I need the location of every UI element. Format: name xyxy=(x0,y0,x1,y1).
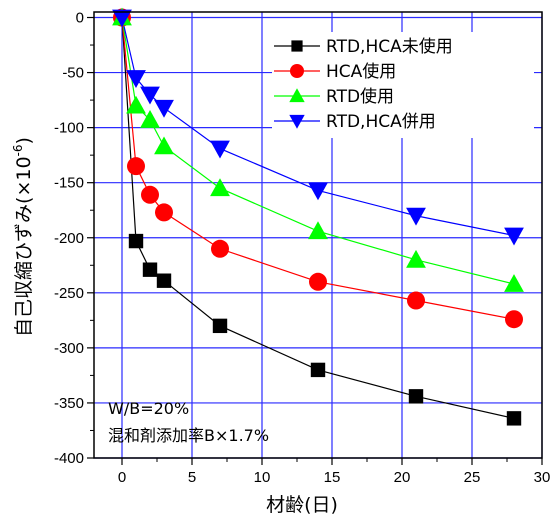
x-axis-title: 材齢(日) xyxy=(266,494,338,516)
data-point-0-3 xyxy=(156,273,172,288)
y-tick-label: -400 xyxy=(54,450,84,467)
legend-marker-3 xyxy=(289,114,305,129)
legend-background xyxy=(272,32,534,138)
annotation-admixture: 混和剤添加率B×1.7% xyxy=(108,426,269,445)
x-tick-label: 0 xyxy=(118,469,126,486)
data-point-3-1 xyxy=(126,70,146,88)
data-point-3-2 xyxy=(140,86,160,105)
legend-label-0: RTD,HCA未使用 xyxy=(326,36,453,57)
data-point-3-3 xyxy=(154,99,174,118)
data-point-1-3 xyxy=(155,203,173,222)
x-tick-label: 10 xyxy=(254,469,271,486)
data-point-1-4 xyxy=(211,239,229,258)
data-point-3-6 xyxy=(406,207,426,226)
data-point-0-5 xyxy=(310,362,326,378)
data-point-2-4 xyxy=(210,178,230,197)
legend-label-1: HCA使用 xyxy=(326,61,396,82)
data-point-2-1 xyxy=(126,95,146,114)
data-point-1-1 xyxy=(127,157,145,176)
y-tick-label: 0 xyxy=(76,10,84,27)
data-point-2-6 xyxy=(406,249,426,268)
data-point-3-7 xyxy=(504,227,524,246)
legend-marker-0 xyxy=(291,40,303,52)
data-markers xyxy=(112,7,524,426)
legend-marker-1 xyxy=(290,64,304,78)
x-tick-label: 30 xyxy=(534,469,551,486)
x-tick-label: 5 xyxy=(188,469,196,486)
data-point-2-2 xyxy=(140,110,160,128)
legend-label-2: RTD使用 xyxy=(326,86,394,107)
y-tick-label: -150 xyxy=(54,175,84,192)
y-axis-title: 自己収縮ひずみ(×10-6) xyxy=(11,137,35,337)
data-point-0-1 xyxy=(128,233,144,249)
data-point-3-5 xyxy=(308,182,328,201)
y-axis-title-main: 自己収縮ひずみ(×10 xyxy=(13,156,35,337)
y-tick-label: -350 xyxy=(54,395,84,412)
data-point-0-7 xyxy=(506,411,522,426)
annotation-wb: W/B=20% xyxy=(108,399,189,418)
y-axis-title-exponent: -6 xyxy=(11,144,25,156)
y-tick-label: -200 xyxy=(54,230,84,247)
data-point-0-4 xyxy=(212,318,228,334)
data-point-1-2 xyxy=(141,185,159,204)
data-point-0-2 xyxy=(142,262,158,277)
y-tick-label: -100 xyxy=(54,120,84,137)
data-point-3-4 xyxy=(210,140,230,159)
legend: RTD,HCA未使用 HCA使用 RTD使用 RTD,HCA併用 xyxy=(272,32,534,138)
data-point-1-6 xyxy=(407,291,425,310)
data-point-0-6 xyxy=(408,389,424,404)
data-point-1-7 xyxy=(505,310,523,329)
data-point-2-3 xyxy=(154,136,174,155)
legend-marker-2 xyxy=(289,88,305,103)
y-tick-label: -50 xyxy=(62,65,84,82)
legend-label-3: RTD,HCA併用 xyxy=(326,112,436,132)
plot-frame xyxy=(93,11,543,459)
axis-ticks xyxy=(87,16,543,465)
y-axis-title-close: ) xyxy=(13,137,35,144)
data-point-2-5 xyxy=(308,221,328,240)
x-tick-label: 20 xyxy=(394,469,411,486)
y-tick-label: -250 xyxy=(54,285,84,302)
y-tick-labels: 0 -50 -100 -150 -200 -250 -300 -350 -400 xyxy=(54,10,84,467)
y-tick-label: -300 xyxy=(54,340,84,357)
data-point-2-7 xyxy=(504,274,524,292)
x-tick-labels: 0 5 10 15 20 25 30 xyxy=(118,469,551,486)
x-tick-label: 25 xyxy=(464,469,481,486)
x-tick-label: 15 xyxy=(324,469,341,486)
data-point-1-5 xyxy=(309,272,327,291)
data-point-3-0 xyxy=(112,9,132,28)
